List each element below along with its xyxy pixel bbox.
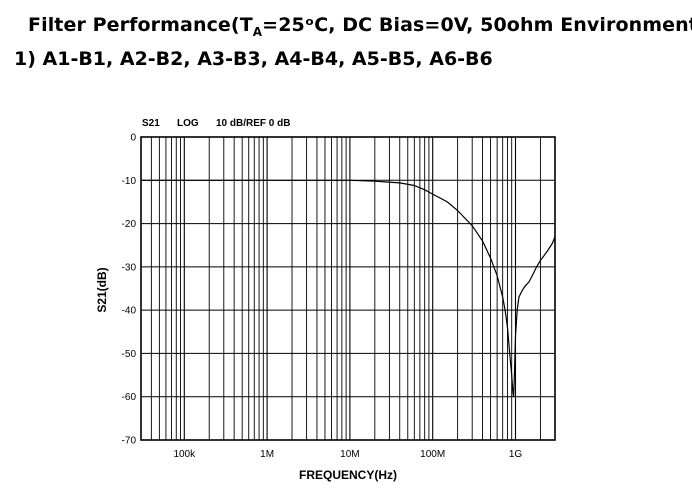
y-tick-label: -50 bbox=[122, 349, 137, 360]
x-tick-label: 1G bbox=[509, 449, 523, 460]
chart-subheading: 1) A1-B1, A2-B2, A3-B3, A4-B4, A5-B5, A6… bbox=[14, 48, 493, 70]
y-tick-label: -40 bbox=[122, 306, 137, 317]
y-tick-label: 0 bbox=[130, 133, 136, 144]
y-tick-label: -60 bbox=[122, 392, 137, 403]
chart-heading: Filter Performance(TA=25ᵒC, DC Bias=0V, … bbox=[28, 14, 692, 39]
y-axis-label: S21(dB) bbox=[95, 267, 109, 312]
x-tick-label: 10M bbox=[340, 449, 359, 460]
chart-header-ref: 10 dB/REF 0 dB bbox=[216, 118, 290, 129]
y-tick-label: -70 bbox=[122, 436, 137, 447]
heading-subscript: A bbox=[252, 25, 263, 39]
x-tick-labels: 100k 1M 10M 100M 1G bbox=[173, 449, 522, 460]
heading-suffix: =25ᵒC, DC Bias=0V, 50ohm Environment) bbox=[262, 14, 692, 36]
chart-header-scale: LOG bbox=[177, 118, 199, 129]
x-tick-label: 100M bbox=[420, 449, 445, 460]
chart-header-param: S21 bbox=[142, 118, 160, 129]
y-tick-label: -20 bbox=[122, 219, 137, 230]
y-tick-label: -10 bbox=[122, 176, 137, 187]
plot-frame bbox=[140, 136, 556, 441]
y-tick-label: -30 bbox=[122, 262, 137, 273]
x-tick-label: 100k bbox=[173, 449, 196, 460]
x-tick-label: 1M bbox=[260, 449, 274, 460]
heading-prefix: Filter Performance(T bbox=[28, 14, 253, 36]
chart-grid bbox=[141, 136, 555, 441]
s21-curve bbox=[141, 179, 556, 397]
x-axis-label: FREQUENCY(Hz) bbox=[299, 468, 397, 482]
y-tick-labels: 0 -10 -20 -30 -40 -50 -60 -70 bbox=[122, 133, 137, 447]
